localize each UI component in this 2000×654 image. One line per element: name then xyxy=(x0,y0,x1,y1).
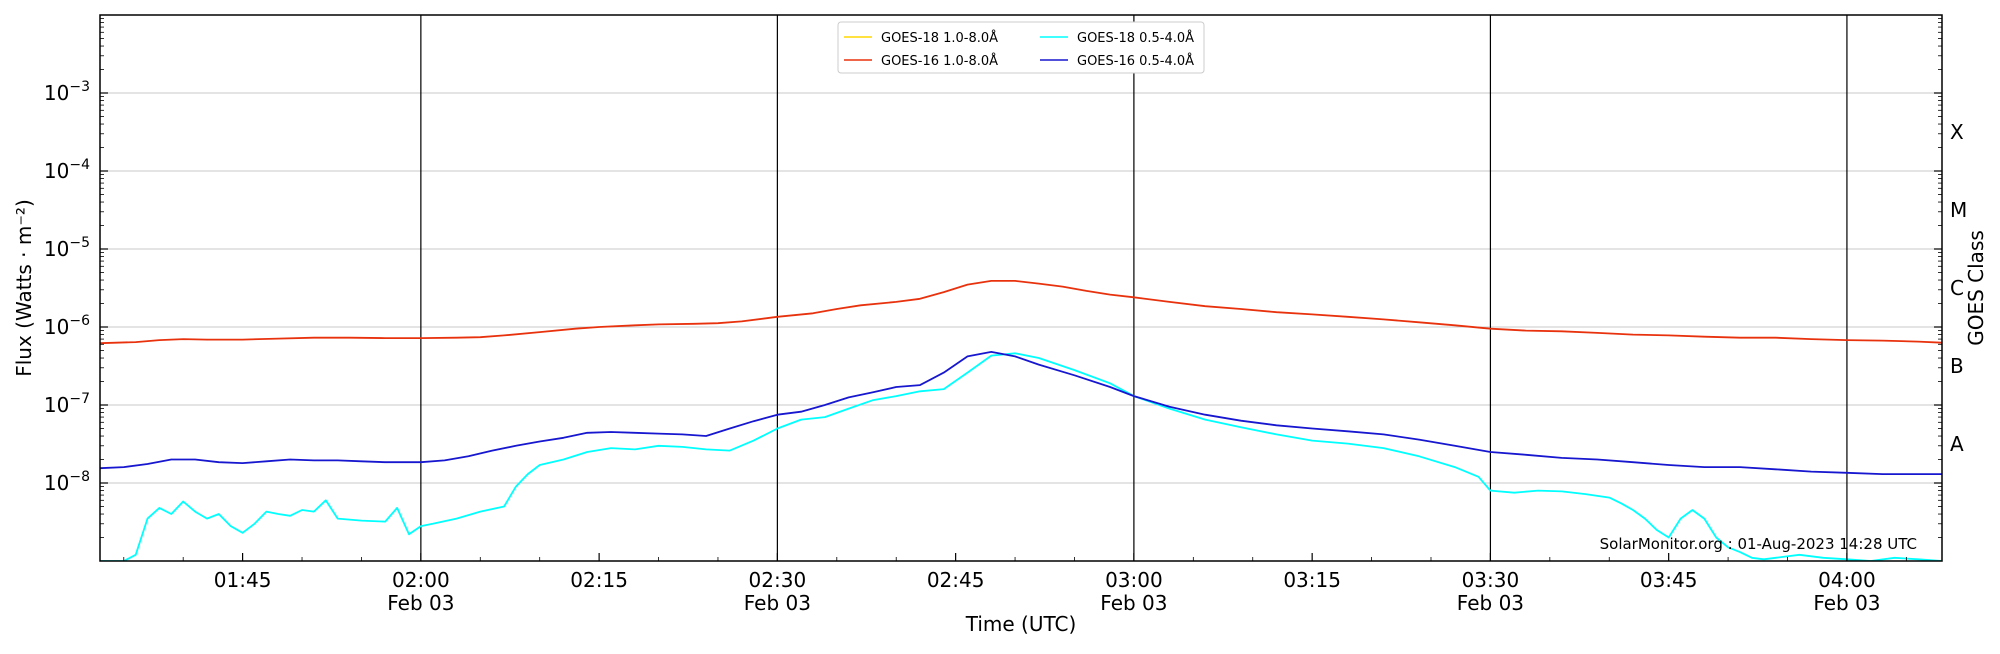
goes-class-label-a: A xyxy=(1950,432,1964,456)
plot-frame xyxy=(99,14,1943,562)
x-tick-date-label: Feb 03 xyxy=(1457,591,1524,615)
series-line-goes-16-1-0-8-0- xyxy=(100,279,1942,345)
legend-box xyxy=(837,21,1205,74)
x-tick-date-label: Feb 03 xyxy=(744,591,811,615)
y-axis-title: Flux (Watts · m⁻²) xyxy=(12,199,36,377)
x-tick-label: 01:45 xyxy=(214,568,272,592)
goes-class-label-c: C xyxy=(1950,276,1964,300)
x-tick-label: 03:45 xyxy=(1640,568,1698,592)
axis-ticks xyxy=(100,18,1942,561)
x-tick-date-label: Feb 03 xyxy=(1813,591,1880,615)
x-tick-label: 03:15 xyxy=(1283,568,1341,592)
y-tick-label: 10−8 xyxy=(44,469,90,495)
watermark-text: SolarMonitor.org : 01-Aug-2023 14:28 UTC xyxy=(1600,535,1917,553)
x-tick-label: 03:30 xyxy=(1462,568,1520,592)
right-axis-title: GOES Class xyxy=(1964,230,1988,346)
x-tick-label: 03:00 xyxy=(1105,568,1163,592)
series-line-goes-16-0-5-4-0- xyxy=(100,350,1942,476)
grid-lines xyxy=(100,15,1942,561)
legend-label-goes16-long: GOES-16 1.0-8.0Å xyxy=(881,53,998,69)
goes-class-label-b: B xyxy=(1950,354,1964,378)
x-tick-label: 04:00 xyxy=(1818,568,1876,592)
series-lines xyxy=(100,279,1942,561)
series-line-goes-18-0-5-4-0- xyxy=(100,352,1942,561)
legend: GOES-18 1.0-8.0Å GOES-16 1.0-8.0Å GOES-1… xyxy=(837,21,1205,74)
x-tick-label: 02:30 xyxy=(749,568,807,592)
x-tick-date-label: Feb 03 xyxy=(387,591,454,615)
y-tick-label: 10−3 xyxy=(44,79,90,105)
legend-label-goes18-long: GOES-18 1.0-8.0Å xyxy=(881,30,998,46)
legend-label-goes18-short: GOES-18 0.5-4.0Å xyxy=(1077,30,1194,46)
goes-class-label-x: X xyxy=(1950,120,1964,144)
x-tick-label: 02:15 xyxy=(570,568,628,592)
x-axis-title: Time (UTC) xyxy=(965,612,1077,636)
x-tick-label: 02:00 xyxy=(392,568,450,592)
x-tick-date-label: Feb 03 xyxy=(1100,591,1167,615)
y-tick-label: 10−4 xyxy=(44,157,90,183)
goes-class-label-m: M xyxy=(1950,198,1967,222)
y-tick-label: 10−6 xyxy=(44,313,90,339)
y-tick-label: 10−7 xyxy=(44,391,90,417)
legend-label-goes16-short: GOES-16 0.5-4.0Å xyxy=(1077,53,1194,69)
y-tick-label: 10−5 xyxy=(44,235,90,261)
x-tick-label: 02:45 xyxy=(927,568,985,592)
